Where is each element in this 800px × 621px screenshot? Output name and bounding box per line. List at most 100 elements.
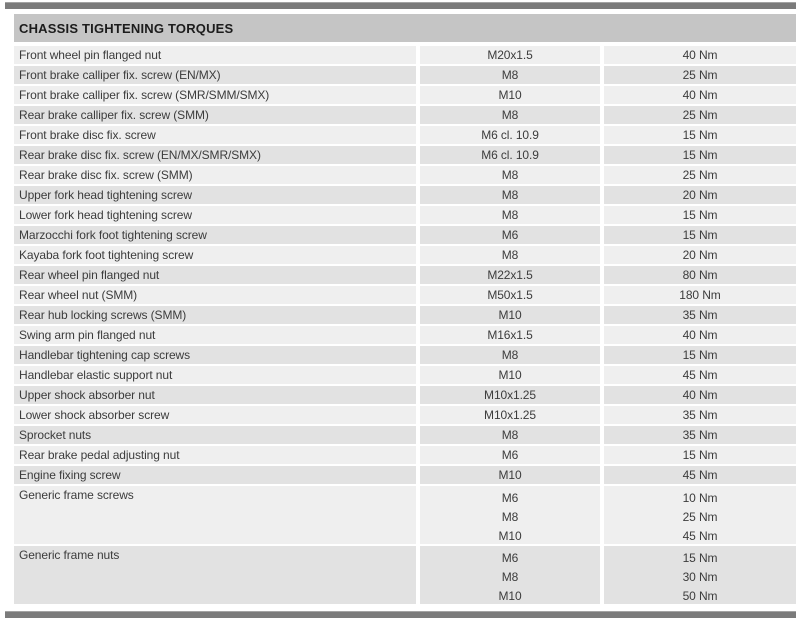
column-divider (416, 426, 420, 444)
row-torque-cell: 25 Nm (604, 66, 796, 84)
table-row: Front brake calliper fix. screw (SMR/SMM… (14, 86, 796, 104)
row-label: Engine fixing screw (14, 466, 416, 484)
row-torque-cell: 40 Nm (604, 386, 796, 404)
row-torque-cell: 80 Nm (604, 266, 796, 284)
column-divider (416, 246, 420, 264)
row-size-cell: M16x1.5 (420, 326, 600, 344)
row-size-value: M10 (498, 589, 522, 604)
column-divider (416, 326, 420, 344)
row-label: Handlebar tightening cap screws (14, 346, 416, 364)
column-divider (600, 166, 604, 184)
row-torque-cell: 35 Nm (604, 406, 796, 424)
row-label: Upper shock absorber nut (14, 386, 416, 404)
column-divider (600, 326, 604, 344)
row-size-cell: M10 (420, 366, 600, 384)
row-size-cell: M10x1.25 (420, 406, 600, 424)
row-size-cell: M8 (420, 106, 600, 124)
row-torque-cell: 35 Nm (604, 306, 796, 324)
row-size-cell: M8 (420, 166, 600, 184)
row-torque-cell: 40 Nm (604, 46, 796, 64)
column-divider (600, 366, 604, 384)
row-size-cell: M50x1.5 (420, 286, 600, 304)
table-row: Rear brake disc fix. screw (SMM) M8 25 N… (14, 166, 796, 184)
row-torque-cell: 15 Nm (604, 446, 796, 464)
row-label: Rear hub locking screws (SMM) (14, 306, 416, 324)
row-torque-cell: 15 Nm (604, 206, 796, 224)
row-torque-cell: 10 Nm 25 Nm 45 Nm (604, 486, 796, 544)
row-torque-cell: 15 Nm (604, 226, 796, 244)
row-torque-cell: 35 Nm (604, 426, 796, 444)
table-row: Rear wheel pin flanged nut M22x1.5 80 Nm (14, 266, 796, 284)
column-divider (600, 546, 604, 604)
row-label: Front wheel pin flanged nut (14, 46, 416, 64)
table-row: Engine fixing screw M10 45 Nm (14, 466, 796, 484)
row-label: Front brake disc fix. screw (14, 126, 416, 144)
row-torque-cell: 45 Nm (604, 366, 796, 384)
column-divider (600, 66, 604, 84)
table-row: Rear hub locking screws (SMM) M10 35 Nm (14, 306, 796, 324)
table-row: Front brake disc fix. screw M6 cl. 10.9 … (14, 126, 796, 144)
table-row: Generic frame screws M6 M8 M10 10 Nm 25 Nm 4… (14, 486, 796, 544)
row-size-cell: M22x1.5 (420, 266, 600, 284)
table-title: CHASSIS TIGHTENING TORQUES (14, 14, 796, 42)
row-size-cell: M6 (420, 226, 600, 244)
column-divider (600, 246, 604, 264)
column-divider (416, 486, 420, 544)
row-torque-cell: 180 Nm (604, 286, 796, 304)
column-divider (416, 386, 420, 404)
table-row: Generic frame nuts M6 M8 M10 15 Nm 30 Nm 50 … (14, 546, 796, 604)
row-label: Handlebar elastic support nut (14, 366, 416, 384)
row-torque-value: 25 Nm (682, 509, 718, 524)
row-torque-value: 50 Nm (682, 589, 718, 604)
column-divider (600, 226, 604, 244)
column-divider (416, 446, 420, 464)
table-row: Swing arm pin flanged nut M16x1.5 40 Nm (14, 326, 796, 344)
row-torque-cell: 25 Nm (604, 106, 796, 124)
column-divider (600, 466, 604, 484)
row-torque-value: 10 Nm (682, 490, 718, 505)
row-label: Generic frame nuts (14, 546, 416, 604)
column-divider (600, 206, 604, 224)
column-divider (416, 206, 420, 224)
row-size-value: M10 (498, 529, 522, 544)
table-row: Rear brake disc fix. screw (EN/MX/SMR/SM… (14, 146, 796, 164)
row-size-cell: M8 (420, 426, 600, 444)
row-size-value: M8 (501, 569, 519, 584)
column-divider (416, 146, 420, 164)
row-size-cell: M8 (420, 66, 600, 84)
column-divider (416, 106, 420, 124)
column-divider (416, 186, 420, 204)
row-label: Rear brake calliper fix. screw (SMM) (14, 106, 416, 124)
column-divider (600, 446, 604, 464)
column-divider (416, 546, 420, 604)
row-torque-cell: 40 Nm (604, 86, 796, 104)
row-label: Rear brake disc fix. screw (EN/MX/SMR/SM… (14, 146, 416, 164)
column-divider (600, 146, 604, 164)
row-torque-value: 30 Nm (682, 569, 718, 584)
column-divider (600, 266, 604, 284)
row-size-cell: M6 cl. 10.9 (420, 146, 600, 164)
column-divider (600, 406, 604, 424)
column-divider (416, 46, 420, 64)
column-divider (600, 286, 604, 304)
row-label: Front brake calliper fix. screw (EN/MX) (14, 66, 416, 84)
row-size-value: M6 (501, 490, 519, 505)
row-size-cell: M8 (420, 186, 600, 204)
column-divider (416, 346, 420, 364)
row-size-cell: M8 (420, 346, 600, 364)
row-torque-cell: 25 Nm (604, 166, 796, 184)
bottom-rule-bar (5, 611, 796, 618)
column-divider (600, 126, 604, 144)
row-size-cell: M8 (420, 246, 600, 264)
row-label: Rear brake pedal adjusting nut (14, 446, 416, 464)
column-divider (600, 86, 604, 104)
row-size-cell: M6 M8 M10 (420, 486, 600, 544)
row-torque-cell: 40 Nm (604, 326, 796, 344)
row-torque-value: 15 Nm (682, 550, 718, 565)
row-label: Kayaba fork foot tightening screw (14, 246, 416, 264)
row-label: Lower shock absorber screw (14, 406, 416, 424)
column-divider (416, 86, 420, 104)
column-divider (416, 126, 420, 144)
row-torque-cell: 20 Nm (604, 186, 796, 204)
table-row: Rear wheel nut (SMM) M50x1.5 180 Nm (14, 286, 796, 304)
